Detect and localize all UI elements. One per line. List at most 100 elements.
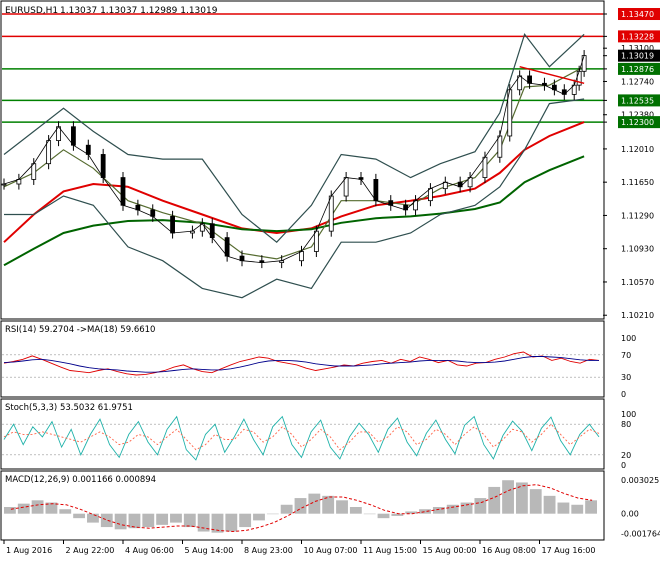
macd-bar xyxy=(114,513,127,530)
price-tag-label: 1.13228 xyxy=(621,32,654,41)
price-tag-label: 1.13470 xyxy=(621,10,654,19)
macd-bar xyxy=(128,513,141,529)
macd-bar xyxy=(432,507,445,514)
candle-body xyxy=(373,179,379,202)
indicator-line xyxy=(4,98,585,299)
macd-bar xyxy=(322,495,335,514)
macd-bar xyxy=(391,513,404,516)
candle-body xyxy=(224,237,230,257)
ohlc-label: 1.13037 1.13037 1.12989 1.13019 xyxy=(60,6,218,16)
price-tag-label: 1.13019 xyxy=(621,52,654,61)
macd-bar xyxy=(266,513,279,515)
candle-body xyxy=(1,183,7,186)
macd-bar xyxy=(308,493,321,514)
indicator-line xyxy=(3,155,585,267)
macd-bar xyxy=(87,513,99,523)
candle-body xyxy=(170,215,175,234)
price-tick-label: 1.11650 xyxy=(621,178,654,187)
candle-body xyxy=(343,177,349,197)
candle-body xyxy=(581,55,587,72)
macd-bar xyxy=(446,504,459,514)
candle-body xyxy=(100,154,106,178)
macd-bar xyxy=(211,513,224,533)
stoch-tick-label: 80 xyxy=(621,420,631,429)
candle-body xyxy=(482,156,488,178)
rsi-tick-label: 100 xyxy=(621,334,636,343)
macd-bar xyxy=(585,500,597,514)
stoch-pane xyxy=(0,398,605,470)
macd-bar xyxy=(515,482,528,514)
macd-bar xyxy=(460,502,473,514)
macd-signal-line xyxy=(10,484,593,533)
macd-bar xyxy=(280,504,293,514)
time-tick-label: 5 Aug 14:00 xyxy=(185,546,234,555)
price-tick-label: 1.12740 xyxy=(621,77,654,86)
price-tag xyxy=(618,30,660,43)
macd-bar xyxy=(197,513,210,532)
price-tag xyxy=(618,49,660,62)
price-tag-label: 1.12876 xyxy=(621,65,654,74)
macd-bar xyxy=(239,513,252,528)
price-tick-label: 1.10570 xyxy=(621,278,654,287)
macd-bar xyxy=(336,500,348,514)
rsi-line xyxy=(3,351,600,376)
macd-bar xyxy=(142,513,155,528)
rsi-tick-label: 30 xyxy=(621,373,631,382)
price-tick-label: 1.10210 xyxy=(621,311,654,320)
macd-bar xyxy=(73,513,86,519)
macd-bar xyxy=(225,513,238,532)
candle-body xyxy=(299,251,304,262)
stoch-line xyxy=(3,415,600,461)
time-tick-label: 2 Aug 22:00 xyxy=(66,546,115,555)
price-tick-label: 1.12380 xyxy=(621,111,654,120)
rsi-tick-label: 0 xyxy=(621,390,626,399)
macd-tick-label: 0.003025 xyxy=(621,476,659,485)
rsi-tick-label: 70 xyxy=(621,351,631,360)
candle-body xyxy=(313,230,319,252)
symbol-label: EURUSD,H1 xyxy=(5,6,58,16)
macd-bar xyxy=(45,502,58,514)
time-tick-label: 16 Aug 08:00 xyxy=(482,546,536,555)
time-axis: 1 Aug 2016 2 Aug 22:00 4 Aug 06:00 5 Aug 14… xyxy=(3,540,596,555)
price-tag xyxy=(618,62,660,75)
time-tick-label: 11 Aug 15:00 xyxy=(363,546,417,555)
price-tag-label: 1.12535 xyxy=(621,96,654,105)
time-tick-label: 15 Aug 00:00 xyxy=(423,546,477,555)
time-tick-label: 10 Aug 07:00 xyxy=(304,546,358,555)
indicator-line xyxy=(3,33,585,244)
macd-bar xyxy=(59,509,72,514)
stoch-tick-label: 0 xyxy=(621,461,626,470)
macd-bar xyxy=(529,489,542,514)
candle-body xyxy=(31,163,37,180)
rsi-title: RSI(14) 59.2704 ->MA(18) 59.6610 xyxy=(5,325,155,335)
macd-bar xyxy=(4,507,16,514)
price-tick-label: 1.10930 xyxy=(621,245,654,254)
macd-bar xyxy=(31,500,44,514)
trendline xyxy=(519,65,585,85)
macd-bar xyxy=(377,513,390,519)
macd-bar xyxy=(419,509,431,514)
macd-bar xyxy=(474,498,487,514)
macd-bar xyxy=(363,513,376,515)
time-tick-label: 17 Aug 16:00 xyxy=(542,546,596,555)
price-tag xyxy=(618,116,660,129)
candle-body xyxy=(120,177,126,206)
macd-bar xyxy=(557,502,570,514)
price-tag-label: 1.12300 xyxy=(621,118,654,127)
main-price-pane xyxy=(0,0,605,320)
time-tick-label: 4 Aug 06:00 xyxy=(125,546,174,555)
macd-bar xyxy=(543,495,556,514)
stoch-tick-label: 20 xyxy=(621,451,631,460)
macd-tick-label: -0.001764 xyxy=(621,529,660,538)
rsi-pane xyxy=(0,320,605,398)
macd-bar xyxy=(183,513,196,528)
macd-pane xyxy=(0,470,605,541)
macd-bar xyxy=(405,511,418,514)
macd-bar xyxy=(571,504,584,514)
price-tick-label: 1.13100 xyxy=(621,44,654,53)
time-tick-label: 1 Aug 2016 xyxy=(6,546,52,555)
macd-bar xyxy=(294,498,307,514)
